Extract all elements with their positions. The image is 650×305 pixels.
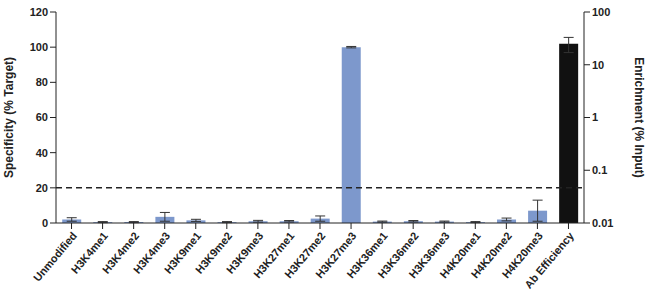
svg-text:0.01: 0.01 [592, 217, 613, 229]
svg-text:H3K4me2: H3K4me2 [99, 229, 142, 276]
svg-text:Unmodified: Unmodified [31, 230, 79, 284]
svg-text:40: 40 [36, 147, 48, 159]
svg-text:100: 100 [592, 6, 610, 18]
svg-text:H3K36me1: H3K36me1 [344, 229, 390, 281]
svg-text:H3K9me1: H3K9me1 [161, 229, 204, 276]
svg-text:120: 120 [30, 6, 48, 18]
svg-text:H3K36me2: H3K36me2 [375, 229, 421, 281]
svg-text:Ab Efficiency: Ab Efficiency [522, 229, 577, 291]
svg-text:H3K4me3: H3K4me3 [130, 229, 173, 276]
svg-text:H3K27me2: H3K27me2 [282, 229, 328, 281]
svg-text:H3K36me3: H3K36me3 [406, 229, 452, 281]
svg-text:80: 80 [36, 76, 48, 88]
svg-text:H4K20me1: H4K20me1 [437, 229, 483, 281]
svg-text:H4K20me2: H4K20me2 [468, 229, 514, 281]
svg-text:H3K9me3: H3K9me3 [224, 229, 266, 276]
svg-text:10: 10 [592, 59, 604, 71]
svg-text:60: 60 [36, 111, 48, 123]
svg-text:20: 20 [36, 182, 48, 194]
svg-text:0.1: 0.1 [592, 164, 607, 176]
svg-text:Enrichment (% Input): Enrichment (% Input) [632, 57, 642, 178]
svg-text:0: 0 [42, 217, 48, 229]
svg-text:1: 1 [592, 111, 598, 123]
svg-text:100: 100 [30, 41, 48, 53]
svg-text:H3K9me2: H3K9me2 [192, 229, 235, 276]
svg-text:Specificity (% Target): Specificity (% Target) [8, 57, 16, 178]
svg-text:H3K27me1: H3K27me1 [251, 229, 297, 281]
svg-text:H3K4me1: H3K4me1 [68, 229, 111, 276]
svg-text:H4K20me3: H4K20me3 [499, 229, 545, 281]
svg-text:H3K27me3: H3K27me3 [313, 229, 359, 281]
